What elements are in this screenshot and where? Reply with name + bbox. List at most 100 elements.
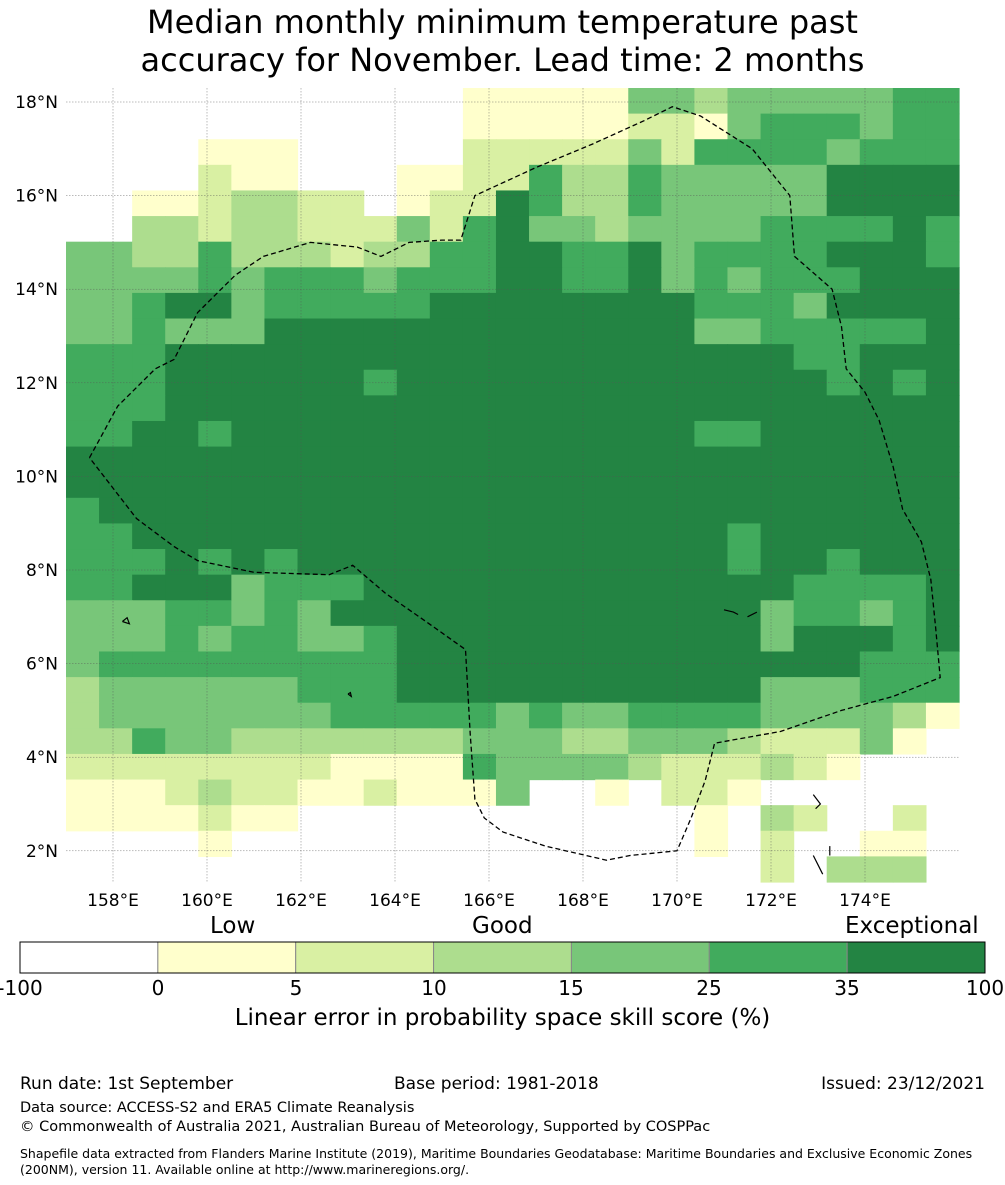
grid-cell [462,292,497,320]
grid-cell [760,113,795,140]
grid-cell [462,318,497,345]
skill-score-cells [66,88,960,883]
grid-cell [264,753,299,781]
grid-cell [826,446,861,473]
grid-cell [727,779,762,806]
grid-cell [99,600,133,627]
island-outline [812,794,822,810]
grid-cell [892,216,927,243]
grid-cell [132,318,166,345]
grid-cell [363,472,398,499]
grid-cell [694,574,729,601]
grid-cell [198,164,232,192]
grid-cell [462,241,497,268]
grid-cell [694,830,729,857]
grid-cell [826,600,861,627]
grid-cell [99,574,133,601]
grid-cell [132,702,166,729]
grid-cell [495,779,530,806]
grid-cell [462,216,497,243]
grid-cell [826,88,861,115]
colorbar-segment [295,941,435,974]
map-title-line-1: Median monthly minimum temperature past [147,3,858,41]
grid-cell [396,753,431,781]
grid-cell [99,292,133,320]
colorbar-caption: Linear error in probability space skill … [234,1005,771,1031]
grid-cell [694,625,729,653]
grid-cell [661,651,695,678]
grid-cell [628,139,662,166]
grid-cell [529,190,563,217]
grid-cell [892,164,927,192]
grid-cell [925,318,960,345]
grid-cell [760,574,795,601]
grid-cell [826,216,861,243]
grid-cell [231,344,266,371]
grid-cell [330,472,365,499]
grid-cell [132,805,166,832]
grid-cell [429,651,464,678]
grid-cell [826,241,861,268]
longitude-label: 164°E [369,891,421,911]
grid-cell [132,267,166,294]
grid-cell [529,600,563,627]
grid-cell [529,164,563,192]
grid-cell [694,190,729,217]
grid-cell [925,446,960,473]
grid-cell [661,190,695,217]
colorbar [19,941,986,974]
grid-cell [363,395,398,422]
grid-cell [264,728,299,755]
grid-cell [892,549,927,576]
grid-cell [661,677,695,704]
grid-cell [727,216,762,243]
grid-cell [529,497,563,525]
island-outline [723,609,739,616]
grid-cell [760,318,795,345]
grid-cell [99,805,133,832]
grid-cell [925,344,960,371]
grid-cell [826,344,861,371]
grid-cell [297,574,332,601]
grid-cell [363,241,398,268]
grid-cell [495,88,530,115]
grid-cell [562,292,596,320]
grid-cell [727,139,762,166]
grid-cell [198,344,232,371]
grid-cell [727,344,762,371]
grid-cell [793,805,828,832]
grid-cell [429,549,464,576]
grid-cell [330,344,365,371]
grid-cell [165,677,199,704]
grid-cell [495,318,530,345]
grid-cell [330,753,365,781]
grid-cell [99,369,133,396]
grid-cell [694,446,729,473]
grid-cell [264,395,299,422]
grid-cell [661,267,695,294]
grid-cell [595,600,629,627]
grid-cell [529,395,563,422]
colorbar-tick: 100 [965,976,1005,1000]
grid-cell [826,625,861,653]
grid-cell [429,292,464,320]
grid-cell [628,216,662,243]
grid-cell [727,472,762,499]
grid-cell [727,677,762,704]
grid-cell [562,113,596,140]
grid-cell [892,420,927,448]
grid-cell [231,420,266,448]
grid-cell [396,318,431,345]
grid-cell [66,779,100,806]
grid-cell [330,216,365,243]
grid-cell [396,446,431,473]
grid-cell [132,395,166,422]
grid-cell [694,216,729,243]
grid-cell [661,88,695,115]
grid-cell [892,805,927,832]
eez-boundary-line [88,105,941,861]
grid-cell [760,600,795,627]
grid-cell [231,318,266,345]
grid-cell [562,318,596,345]
